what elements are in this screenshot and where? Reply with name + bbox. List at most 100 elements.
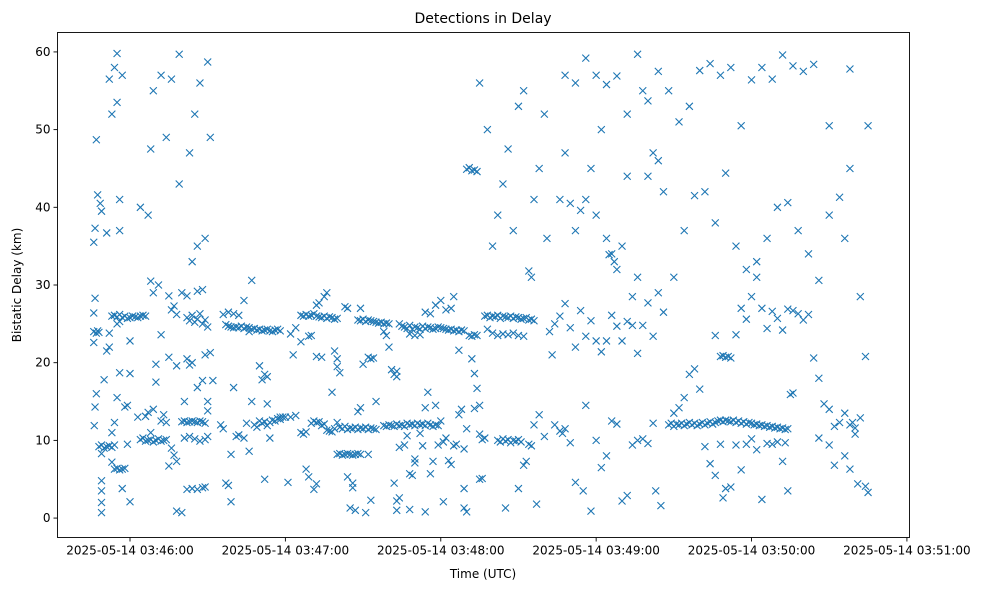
data-point — [180, 397, 189, 406]
data-point — [592, 71, 601, 80]
data-point — [519, 461, 528, 470]
data-point — [203, 406, 212, 415]
y-axis-label: Bistatic Delay (km) — [10, 228, 24, 343]
data-point — [853, 480, 862, 488]
data-point — [258, 375, 266, 384]
data-point — [312, 312, 321, 320]
data-point — [325, 312, 334, 321]
data-point — [789, 62, 797, 70]
data-point — [164, 353, 173, 362]
data-point — [532, 500, 541, 508]
data-point — [478, 474, 487, 483]
data-point — [263, 372, 272, 381]
data-point — [423, 388, 432, 397]
data-point — [524, 267, 533, 275]
data-point — [325, 427, 334, 435]
data-point — [835, 418, 844, 427]
data-point — [726, 483, 735, 491]
data-point — [333, 418, 342, 427]
data-point — [157, 330, 165, 339]
data-point — [180, 434, 189, 442]
data-point — [172, 310, 181, 319]
data-point — [778, 326, 787, 334]
data-point — [773, 438, 782, 446]
data-point — [201, 351, 209, 359]
data-point — [175, 180, 184, 188]
data-point — [809, 60, 818, 69]
data-point — [146, 145, 155, 153]
data-point — [408, 471, 417, 480]
data-point — [110, 418, 119, 427]
data-point — [716, 440, 725, 449]
data-point — [470, 369, 479, 378]
data-point — [390, 479, 399, 488]
data-point — [328, 388, 336, 397]
data-point — [224, 322, 233, 331]
data-point — [105, 329, 114, 338]
data-point — [519, 86, 528, 95]
data-point — [364, 450, 373, 459]
data-point — [361, 508, 370, 517]
data-point — [322, 426, 331, 435]
data-point — [234, 311, 243, 320]
data-point — [97, 449, 106, 458]
data-point — [206, 133, 215, 142]
data-point — [167, 75, 176, 84]
data-point — [804, 250, 813, 258]
data-point — [558, 429, 567, 438]
data-point — [312, 418, 321, 427]
data-point — [511, 312, 520, 321]
data-point — [387, 365, 396, 374]
data-point — [612, 322, 621, 331]
data-point — [473, 384, 481, 393]
data-point — [783, 198, 792, 207]
data-point — [245, 327, 254, 336]
data-point — [333, 354, 342, 363]
data-point — [289, 351, 298, 359]
data-point — [172, 361, 181, 370]
data-point — [102, 229, 111, 237]
data-point — [612, 265, 621, 274]
data-point — [527, 273, 536, 282]
data-point — [499, 180, 507, 188]
data-point — [499, 312, 507, 320]
y-tick-label: 50 — [35, 123, 50, 137]
data-point — [118, 465, 127, 474]
data-point — [455, 410, 463, 419]
data-point — [711, 471, 720, 480]
data-point — [278, 413, 287, 421]
data-point — [372, 425, 380, 434]
data-point — [664, 86, 673, 95]
data-point — [167, 444, 176, 453]
data-point — [763, 234, 771, 243]
data-point — [592, 211, 601, 219]
data-point — [115, 195, 124, 204]
data-point — [861, 352, 870, 361]
data-point — [434, 421, 443, 430]
data-point — [462, 424, 471, 433]
data-point — [431, 420, 440, 429]
data-point — [442, 305, 450, 314]
data-point — [851, 424, 860, 432]
data-point — [623, 110, 632, 118]
data-point — [470, 404, 479, 413]
data-point — [475, 430, 484, 439]
data-point — [695, 385, 704, 393]
data-point — [460, 504, 468, 512]
data-point — [509, 329, 518, 338]
data-point — [623, 317, 632, 326]
data-point — [369, 354, 378, 362]
data-point — [452, 440, 461, 449]
data-point — [654, 67, 663, 76]
data-point — [227, 450, 235, 459]
data-point — [291, 411, 300, 420]
data-point — [203, 432, 212, 441]
data-points — [89, 49, 872, 517]
data-point — [742, 265, 751, 274]
data-point — [483, 325, 492, 334]
data-point — [110, 63, 119, 72]
data-point — [338, 451, 347, 460]
data-point — [405, 321, 414, 330]
data-point — [561, 299, 569, 308]
data-point — [188, 257, 197, 266]
